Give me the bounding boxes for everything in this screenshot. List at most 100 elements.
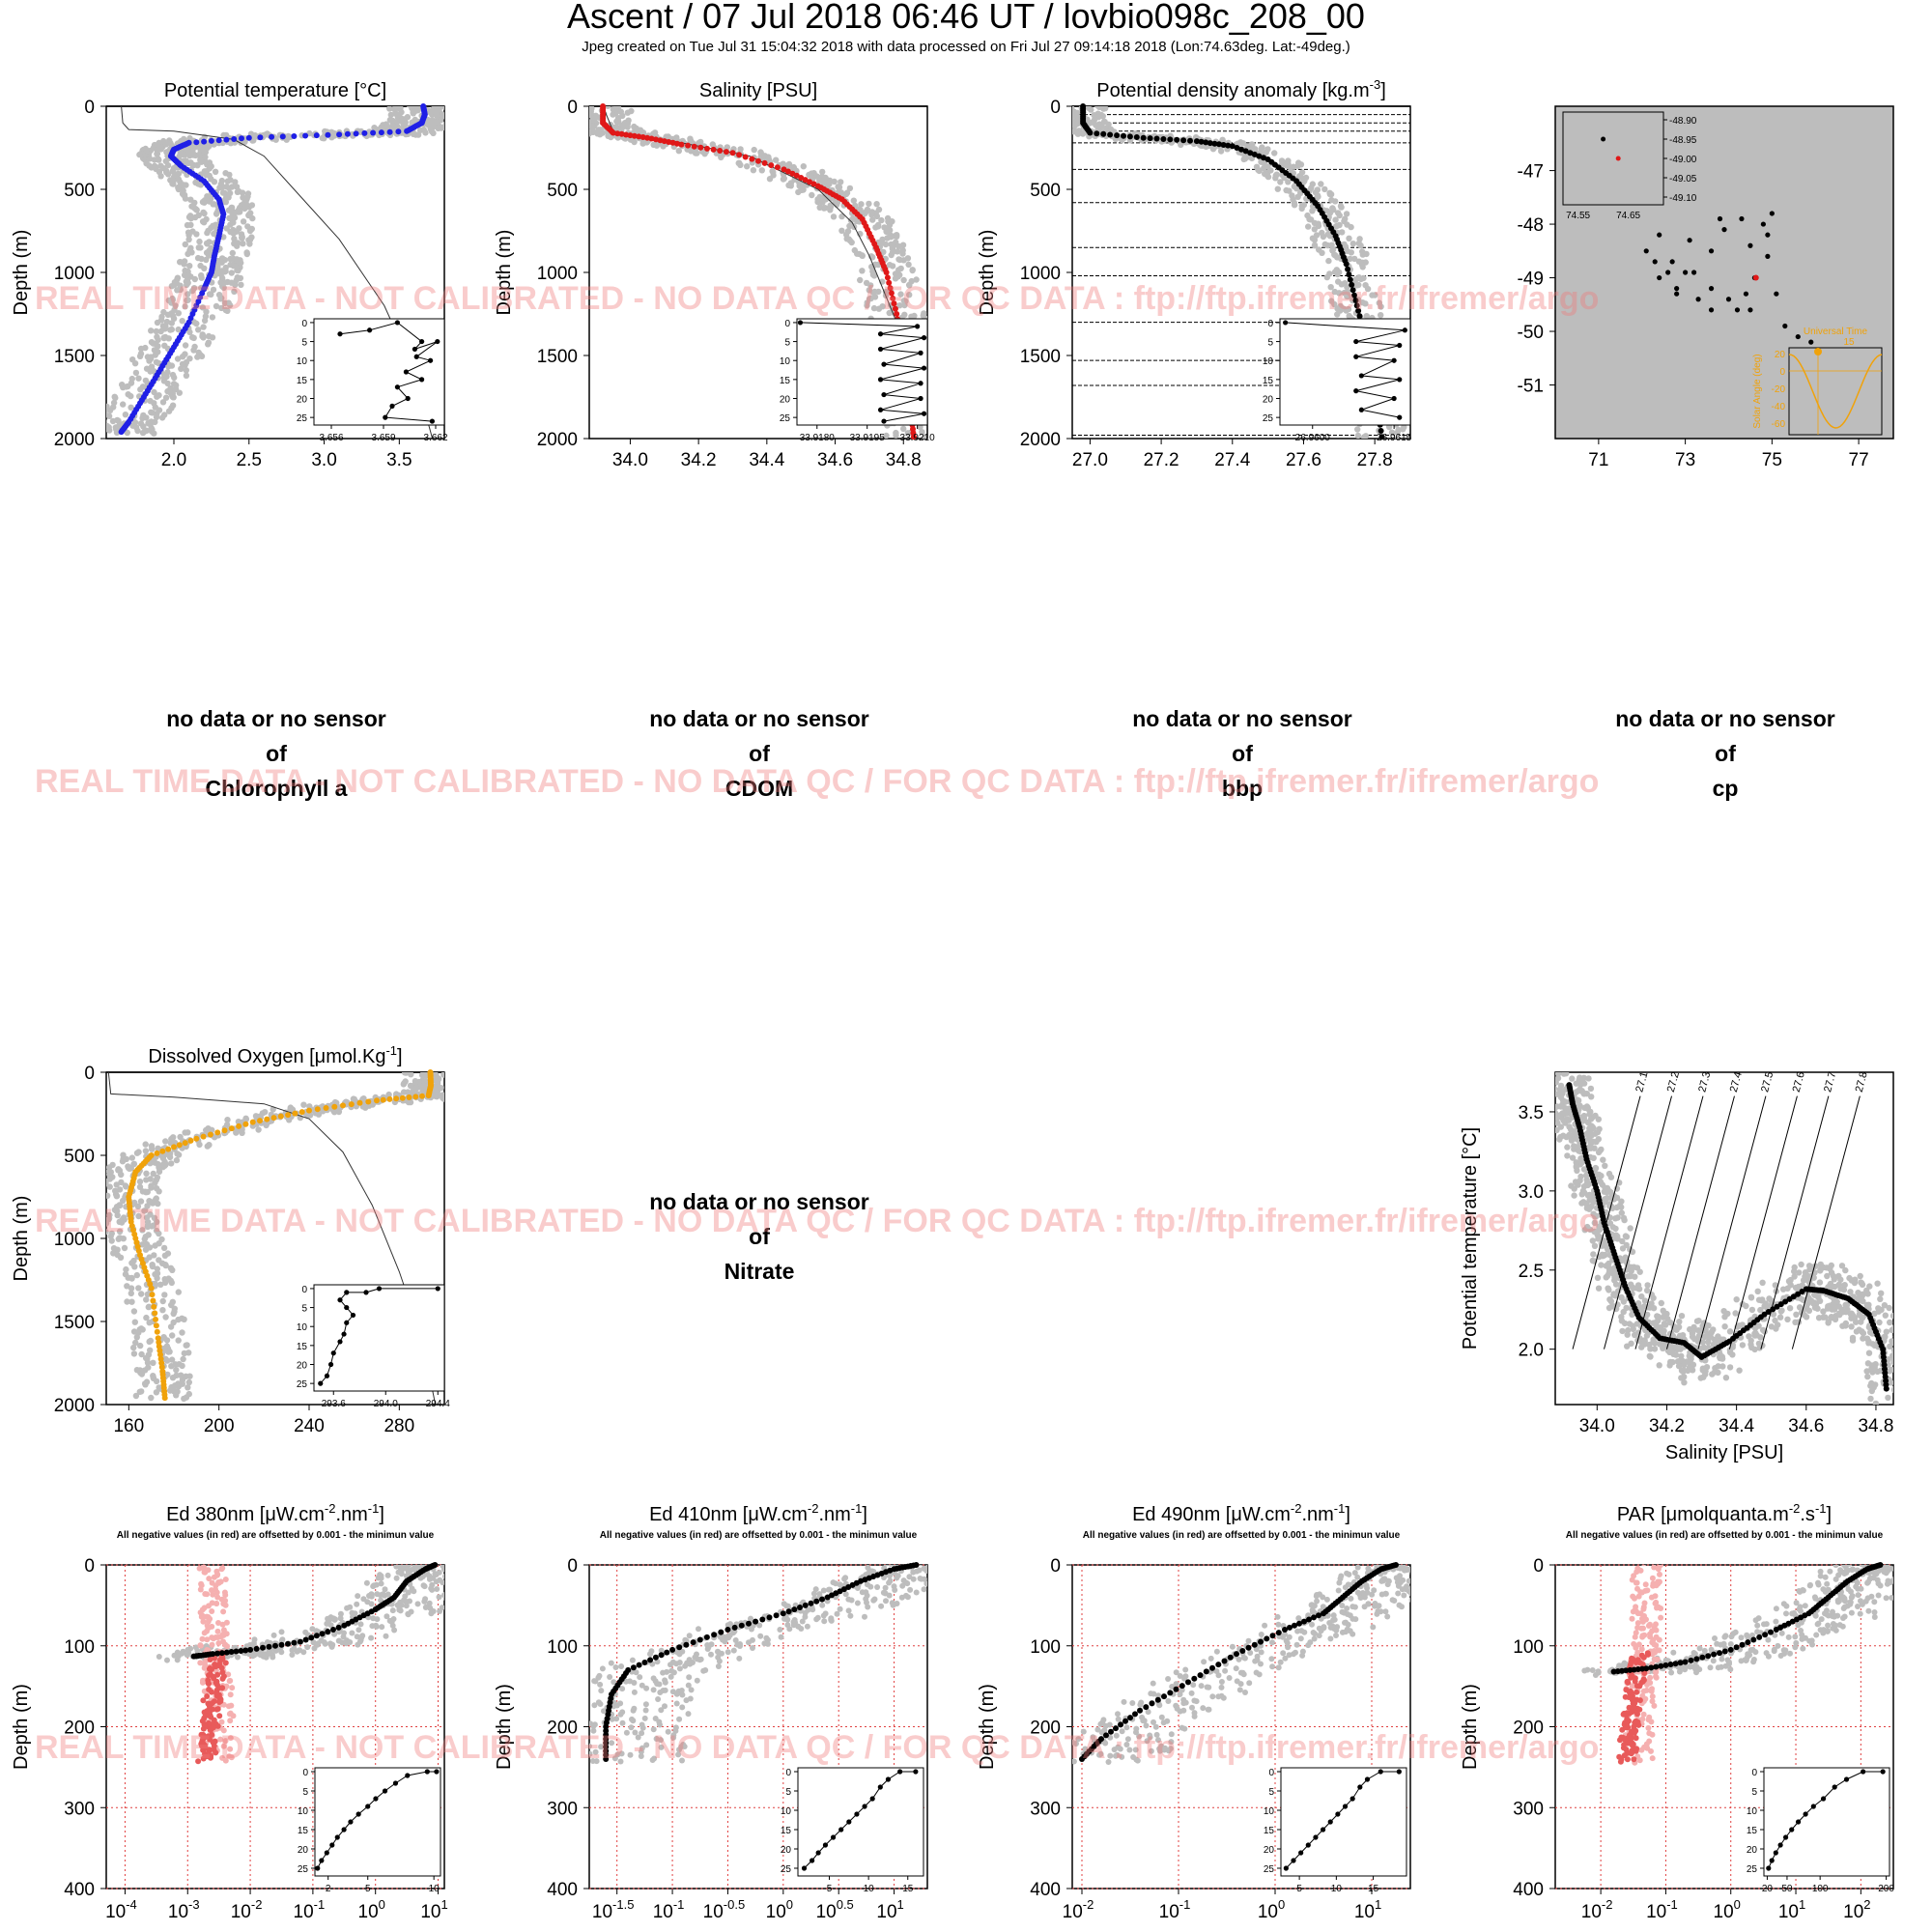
cloud-point	[108, 1237, 115, 1244]
cloud-point	[168, 283, 176, 290]
inset-y-tick-label: 0	[784, 319, 790, 329]
map-inset-y-tick-label: -49.00	[1669, 155, 1697, 165]
cloud-point	[174, 274, 182, 281]
cloud-point	[1629, 1248, 1636, 1256]
x-tick-exp: -3	[188, 1897, 200, 1912]
data-point	[395, 128, 402, 135]
cloud-point	[1785, 1278, 1793, 1285]
data-point	[378, 129, 384, 136]
y-tick-label: -47	[1518, 162, 1544, 183]
cloud-point	[1867, 1395, 1874, 1403]
cloud-point	[192, 213, 199, 221]
cloud-point	[1899, 1380, 1905, 1386]
cloud-point	[896, 302, 903, 309]
cloud-point	[631, 138, 638, 146]
cloud-point	[1681, 1361, 1688, 1369]
cloud-point	[1620, 1308, 1627, 1316]
x-tick-exp: -2	[251, 1897, 263, 1912]
cloud-point	[451, 1090, 457, 1095]
chart-title-sup: -3	[1370, 77, 1381, 92]
data-point	[1203, 139, 1209, 146]
cloud-point	[1348, 249, 1354, 256]
cloud-point	[198, 255, 205, 263]
cloud-point	[163, 1337, 171, 1344]
no-data-variable: cp	[1712, 776, 1739, 801]
x-tick-label: 75	[1762, 450, 1782, 470]
cloud-point	[1889, 1338, 1893, 1345]
data-point	[1347, 276, 1353, 283]
y-tick-label: 3.0	[1519, 1182, 1544, 1203]
cloud-point	[174, 355, 182, 362]
cloud-point	[882, 241, 890, 248]
cloud-point	[239, 235, 245, 242]
x-axis-label: Salinity [PSU]	[1665, 1442, 1783, 1463]
cloud-point	[1709, 1371, 1716, 1378]
cloud-point	[196, 1141, 203, 1149]
cloud-point	[827, 204, 835, 211]
cloud-point	[171, 1308, 178, 1315]
cloud-point	[162, 1138, 169, 1145]
cloud-point	[1643, 1332, 1651, 1339]
cloud-point	[1786, 1305, 1794, 1312]
cloud-point	[228, 279, 235, 286]
y-tick-label: 2000	[54, 1396, 95, 1416]
isopycnal-label: 27.8	[1854, 1070, 1870, 1094]
cloud-point	[220, 234, 227, 241]
cloud-point	[106, 1183, 113, 1190]
cloud-point	[106, 1228, 109, 1236]
x-tick-label: 3.5	[386, 450, 412, 470]
cloud-point	[130, 1350, 138, 1357]
data-point	[1174, 136, 1180, 143]
cloud-point	[1889, 1352, 1893, 1359]
cloud-point	[237, 209, 243, 215]
cloud-point	[867, 282, 874, 289]
cloud-point	[904, 255, 912, 262]
cloud-point	[1708, 1329, 1715, 1336]
data-point	[1351, 292, 1357, 298]
cloud-point	[1837, 1276, 1844, 1283]
cloud-point	[1874, 1280, 1881, 1287]
cloud-point	[131, 1264, 138, 1270]
cloud-point	[449, 1073, 455, 1079]
cloud-point	[153, 1389, 160, 1396]
track-point	[1739, 215, 1745, 222]
cloud-point	[1588, 1094, 1595, 1100]
inset-y-tick-label: 25	[780, 413, 791, 424]
cloud-point	[1357, 275, 1365, 283]
isopycnal-label: 27.3	[1696, 1070, 1713, 1094]
map-inset-x-tick-label: 74.65	[1616, 211, 1640, 221]
cloud-point	[171, 374, 178, 382]
data-point	[150, 1297, 156, 1304]
cloud-point	[1805, 1295, 1812, 1302]
map-inset-y-tick-label: -49.05	[1669, 174, 1697, 185]
cloud-point	[758, 167, 765, 174]
data-point	[736, 152, 743, 158]
cloud-point	[578, 120, 583, 126]
data-point	[1216, 141, 1222, 148]
cloud-point	[445, 1083, 451, 1089]
inset-y-tick-label: 10	[1263, 356, 1274, 367]
cloud-point	[446, 110, 452, 116]
data-point	[412, 1094, 419, 1100]
cloud-point	[132, 1392, 140, 1400]
cloud-point	[790, 164, 798, 172]
cloud-point	[1759, 1326, 1767, 1334]
cloud-point	[1629, 1284, 1635, 1291]
cloud-point	[246, 241, 253, 247]
inset-y-tick-label: 5	[301, 338, 307, 349]
cloud-point	[1877, 1295, 1884, 1302]
data-point	[1777, 1301, 1784, 1308]
cloud-point	[1566, 1131, 1573, 1139]
inset-y-tick-label: 5	[301, 1304, 307, 1315]
cloud-point	[1793, 1311, 1800, 1318]
data-point	[269, 133, 275, 140]
data-point	[1345, 266, 1351, 272]
cloud-point	[433, 112, 440, 119]
inset-y-tick-label: 0	[301, 1285, 307, 1295]
data-point	[285, 1112, 292, 1119]
cloud-point	[906, 281, 913, 289]
cloud-point	[442, 121, 444, 127]
cloud-point	[1584, 1119, 1592, 1125]
cloud-point	[449, 106, 455, 112]
cloud-point	[229, 249, 236, 257]
